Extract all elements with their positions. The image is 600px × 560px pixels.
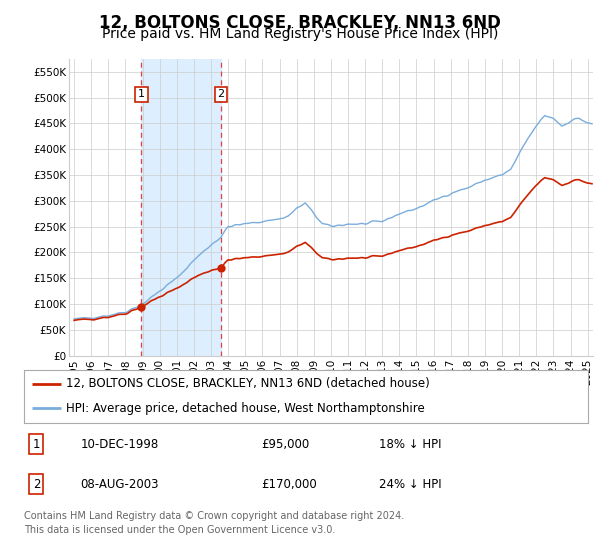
Text: 1: 1 xyxy=(32,438,40,451)
Text: 2: 2 xyxy=(217,90,224,100)
Text: 12, BOLTONS CLOSE, BRACKLEY, NN13 6ND: 12, BOLTONS CLOSE, BRACKLEY, NN13 6ND xyxy=(99,14,501,32)
Text: 08-AUG-2003: 08-AUG-2003 xyxy=(80,478,159,491)
Text: HPI: Average price, detached house, West Northamptonshire: HPI: Average price, detached house, West… xyxy=(66,402,425,415)
Text: £95,000: £95,000 xyxy=(261,438,309,451)
Text: £170,000: £170,000 xyxy=(261,478,317,491)
Text: 1: 1 xyxy=(138,90,145,100)
Text: 24% ↓ HPI: 24% ↓ HPI xyxy=(379,478,442,491)
Text: Price paid vs. HM Land Registry's House Price Index (HPI): Price paid vs. HM Land Registry's House … xyxy=(102,27,498,41)
Text: 10-DEC-1998: 10-DEC-1998 xyxy=(80,438,158,451)
Text: Contains HM Land Registry data © Crown copyright and database right 2024.
This d: Contains HM Land Registry data © Crown c… xyxy=(24,511,404,535)
Bar xyxy=(141,59,221,356)
Text: 18% ↓ HPI: 18% ↓ HPI xyxy=(379,438,442,451)
Text: 12, BOLTONS CLOSE, BRACKLEY, NN13 6ND (detached house): 12, BOLTONS CLOSE, BRACKLEY, NN13 6ND (d… xyxy=(66,377,430,390)
Text: 2: 2 xyxy=(32,478,40,491)
